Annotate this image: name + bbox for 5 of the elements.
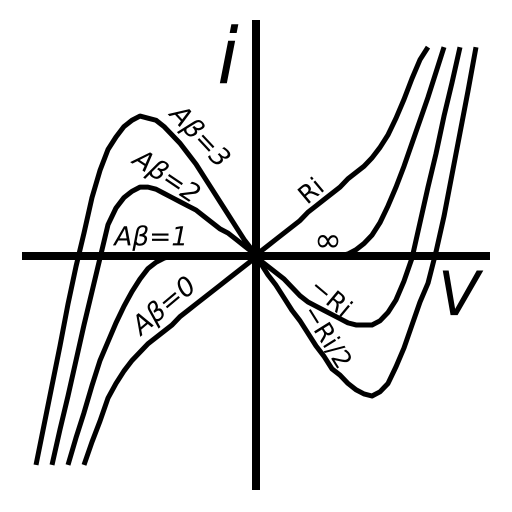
x-axis-title: V (442, 270, 484, 316)
series-label: Aβ=1 (112, 225, 184, 251)
annotation: Ri (296, 176, 324, 204)
annotation: ∞ (318, 235, 338, 248)
y-axis-title: i (220, 24, 238, 84)
